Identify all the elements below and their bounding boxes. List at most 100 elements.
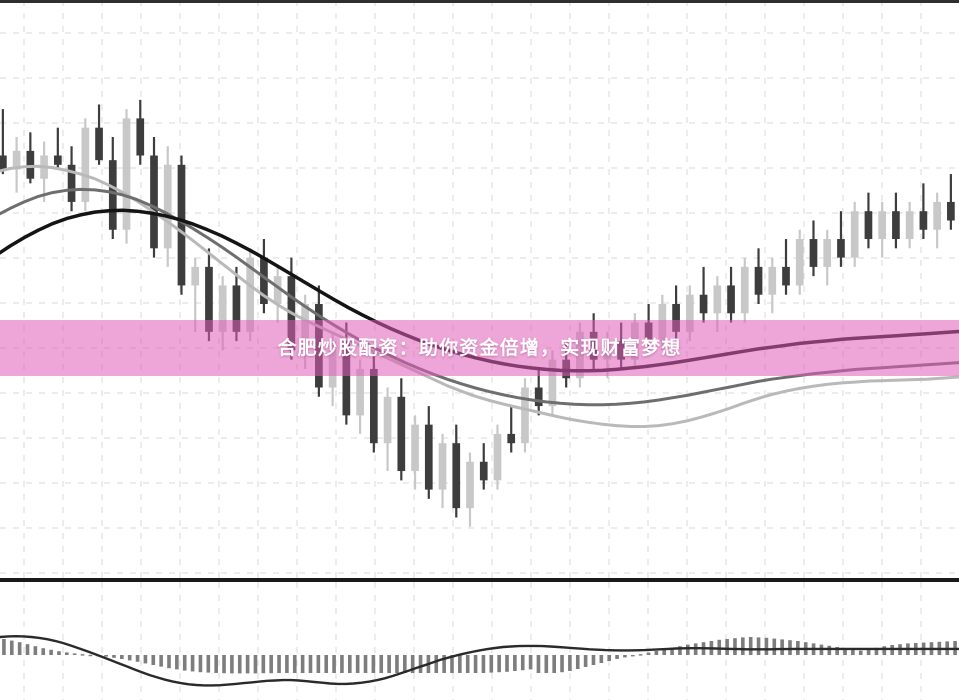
macd-bar [49,649,53,655]
macd-bar [599,655,604,663]
macd-signal-line [0,635,959,687]
macd-bar [788,640,792,655]
macd-bar [843,648,847,655]
candle-body [864,211,873,240]
macd-histogram [0,582,959,700]
macd-bar [481,655,486,673]
macd-bar [33,646,38,655]
macd-bar [764,637,769,655]
macd-bar [80,654,85,656]
candle-body [273,276,282,304]
candle-body [740,266,749,314]
candle-body [850,211,859,258]
macd-bar [41,648,46,655]
candle-body [411,424,419,472]
candle-body [81,127,90,202]
candle-body [12,150,21,170]
macd-bar [450,655,454,673]
promo-banner-text: 合肥炒股配资：助你资金倍增，实现财富梦想 [277,336,682,359]
macd-bar [513,655,517,671]
macd-bar [387,655,391,673]
promo-banner-band: 合肥炒股配资：助你资金倍增，实现财富梦想 [0,320,959,376]
candle-body [919,211,928,230]
macd-bar [112,655,116,658]
candle-body [397,396,406,472]
macd-bar [308,655,313,673]
macd-bar [198,655,203,673]
candle-body [672,304,680,332]
macd-bar [591,655,596,665]
candle-series [0,99,955,527]
macd-bar [332,655,336,673]
candle-body [933,201,941,230]
macd-bar [292,655,297,673]
macd-bar [544,655,549,673]
candle-body [521,387,529,444]
macd-bar [851,649,855,655]
macd-bar [9,640,14,655]
macd-bar [395,655,399,673]
candle-body [768,266,777,295]
macd-bar [135,655,140,662]
macd-bar [347,655,352,673]
chart-top-rule [0,0,959,3]
macd-bar [568,655,572,671]
macd-bar [607,655,612,661]
macd-bar [630,655,635,657]
candle-body [108,160,117,230]
macd-bar [489,655,494,673]
candle-body [0,155,7,170]
candle-body [260,257,268,304]
candle-body [452,443,461,509]
macd-bar [167,655,171,669]
macd-bar [403,655,407,673]
macd-bar [190,655,195,672]
macd-bar [733,638,737,655]
candle-body [809,239,818,267]
macd-bar [72,653,77,655]
macd-bar [827,645,832,655]
candle-body [205,266,213,332]
macd-bar [182,655,187,671]
moving-average-line-1 [0,164,959,428]
macd-bar [285,655,289,673]
candle-body [466,461,474,509]
macd-bar [748,637,753,655]
macd-bar [151,655,156,665]
macd-bar [442,655,446,673]
price-chart-panel [0,0,959,580]
macd-bar [371,655,376,673]
macd-bar [214,655,218,673]
macd-bar [175,655,179,670]
macd-bar [654,651,659,655]
macd-bar [520,655,525,671]
macd-bar [245,655,250,674]
macd-bar [615,655,619,659]
candle-body [246,257,255,332]
macd-bar [756,637,761,655]
macd-bar [25,644,30,655]
panel-divider [0,578,959,582]
macd-bar [882,646,887,655]
candle-body [947,201,955,221]
macd-bar [646,652,651,655]
macd-bar [324,655,329,673]
candle-body [438,443,447,490]
macd-bar [623,655,627,658]
candle-body [548,359,557,407]
candle-body [150,155,158,249]
macd-bar [685,644,690,655]
macd-bar [120,655,124,659]
macd-bar [206,655,211,673]
price-grid [0,0,959,580]
macd-bar [159,655,163,667]
macd-bar [127,655,132,661]
candle-body [177,164,186,286]
candle-body [218,285,227,332]
candle-body [26,150,35,179]
macd-bar [780,639,784,655]
macd-bar [222,655,226,674]
macd-bar [583,655,588,667]
candle-body [232,285,241,332]
